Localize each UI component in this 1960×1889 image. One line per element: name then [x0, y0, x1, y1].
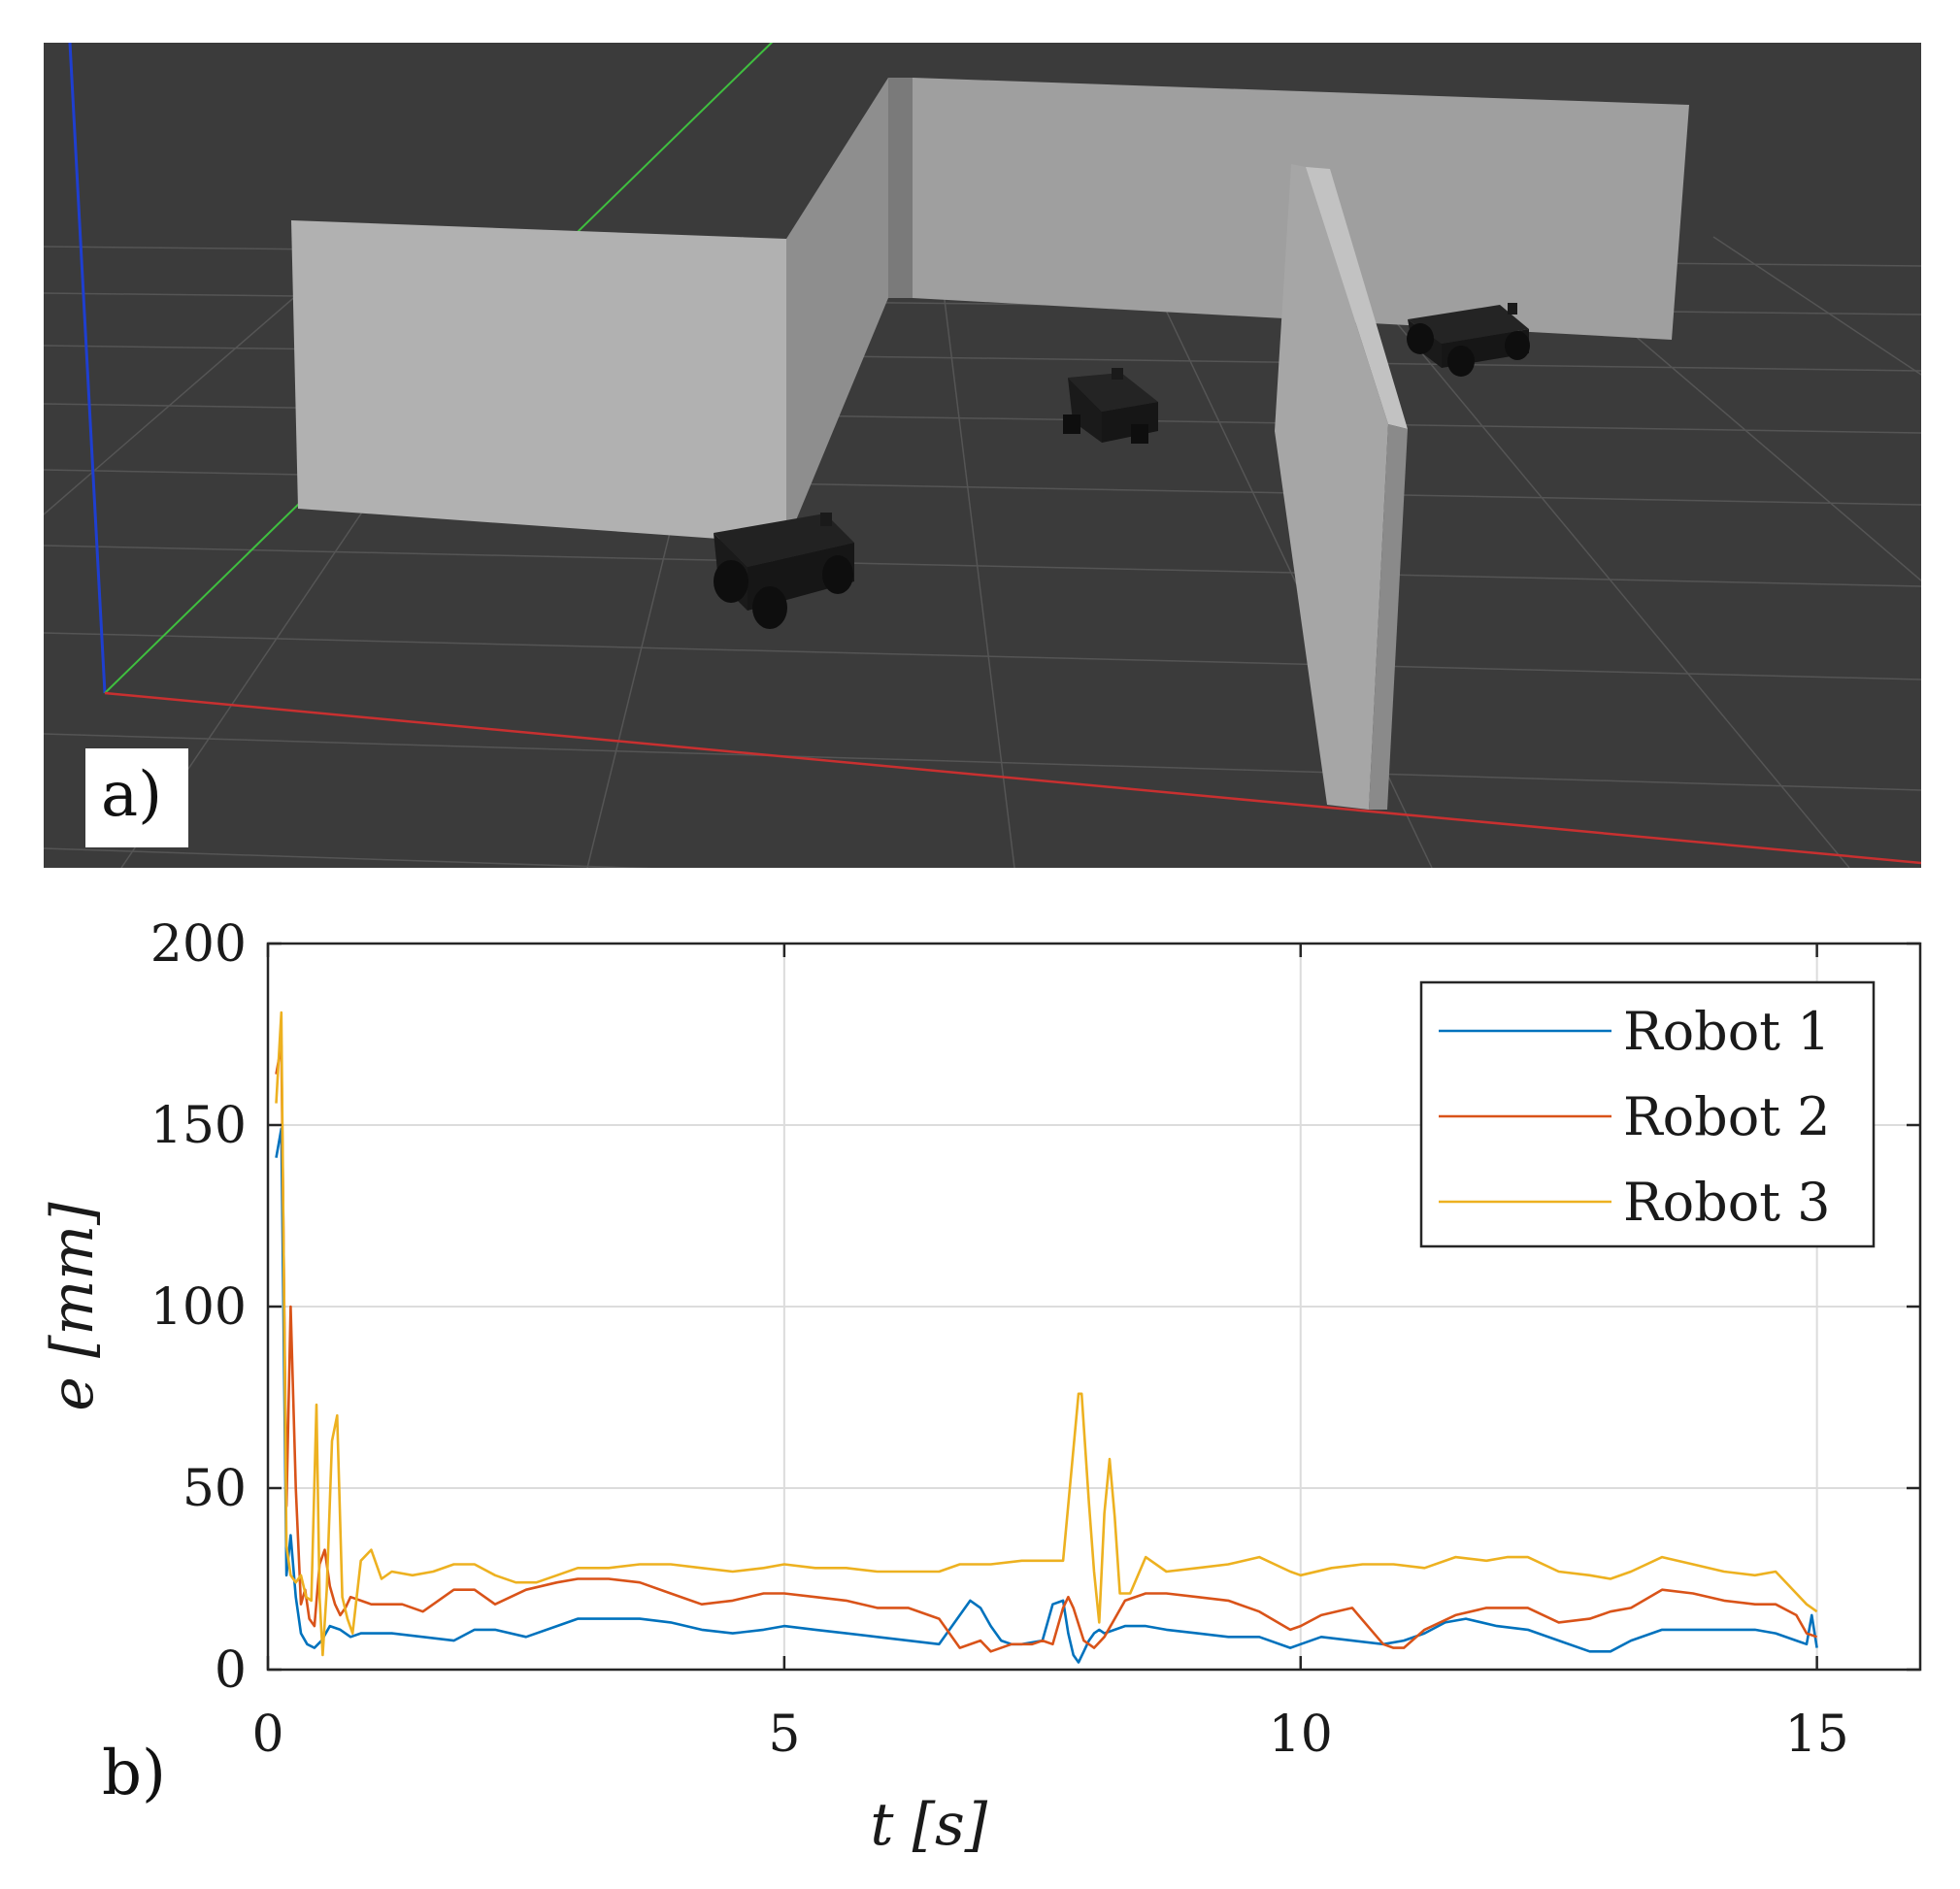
x-axis — [104, 691, 1921, 865]
panel-a-label: a) — [101, 759, 163, 831]
y-tick-label: 50 — [183, 1460, 247, 1518]
robot-3-model — [1407, 303, 1530, 377]
panel-a-label-box — [85, 748, 188, 847]
left-wall — [291, 220, 786, 544]
y-tick-label: 200 — [150, 915, 247, 974]
series-line-robot-3 — [275, 1011, 1818, 1657]
divider-wall — [1275, 164, 1388, 810]
x-tick-label: 0 — [251, 1706, 283, 1764]
panel-b-label: b) — [102, 1738, 166, 1809]
robot-2-model — [1063, 368, 1158, 444]
series-line-robot-2 — [275, 1044, 1818, 1653]
y-tick-label: 0 — [215, 1641, 247, 1700]
legend-label-robot-1: Robot 1 — [1623, 1001, 1830, 1062]
z-axis — [68, 43, 107, 694]
y-tick-label: 150 — [150, 1097, 247, 1155]
robot-1-model — [714, 513, 854, 629]
legend-label-robot-3: Robot 3 — [1623, 1172, 1830, 1233]
grid — [268, 944, 1920, 1670]
simulation-scene — [44, 43, 1921, 868]
scene-drawing — [44, 43, 1921, 868]
x-tick-label: 5 — [768, 1706, 800, 1764]
x-tick-label: 10 — [1269, 1706, 1333, 1764]
divider-wall-end — [1369, 424, 1408, 810]
y-axis-label: e [mm] — [39, 1202, 107, 1411]
x-tick-label: 15 — [1785, 1706, 1849, 1764]
legend: Robot 1 Robot 2 Robot 3 — [1419, 980, 1876, 1248]
legend-label-robot-2: Robot 2 — [1623, 1086, 1830, 1147]
corner-wall-side — [786, 78, 888, 544]
x-axis-label: t [s] — [870, 1791, 987, 1859]
back-wall-edge — [888, 78, 913, 298]
divider-wall-top — [1306, 167, 1408, 429]
series-layer — [275, 1011, 1818, 1664]
y-tick-label: 100 — [150, 1278, 247, 1337]
